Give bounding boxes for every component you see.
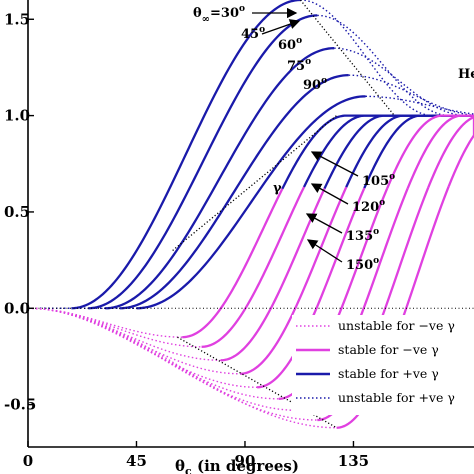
- theta-label-value-120: 120: [352, 200, 379, 215]
- magenta-stable-curve-45: [201, 186, 306, 348]
- theta-label-degree-105: o: [389, 172, 395, 182]
- theta-label-150: 150o: [346, 256, 379, 273]
- magenta-stable-curve-75: [240, 186, 348, 375]
- y-tick-label-1: 1.0: [4, 107, 30, 125]
- magenta-unstable-curve-90: [27, 307, 258, 388]
- blue-stable-curve-90: [136, 95, 366, 310]
- arrow-135: [305, 213, 343, 234]
- legend: unstable for −ve γ stable for −ve γ stable…: [292, 315, 474, 415]
- legend-label-3: unstable for +ve γ: [338, 390, 455, 405]
- x-axis-title-sub: c: [185, 465, 192, 474]
- arrow-150: [306, 239, 343, 263]
- legend-background: [292, 315, 474, 415]
- theta-inf-sub: ∞: [202, 14, 210, 25]
- stable-tail-curve-120: [406, 114, 474, 189]
- stability-boundaries: [172, 0, 395, 429]
- stable-tail-curve-30: [281, 114, 474, 190]
- stable-tail-curve-150: [447, 115, 474, 187]
- stable-tail-curve-75: [345, 114, 474, 188]
- blue-unstable-curve-45: [317, 14, 450, 117]
- theta-label-value-90: 90: [303, 78, 321, 93]
- theta-label-120: 120o: [352, 198, 385, 215]
- edge-text: He: [458, 67, 474, 82]
- gamma-marker: γ: [273, 181, 282, 196]
- y-tick-label-0: 1.5: [4, 10, 30, 28]
- stable-tail-curve-135: [427, 115, 474, 189]
- theta-label-value-105: 105: [362, 174, 389, 189]
- upper-boundary-line: [299, 0, 395, 117]
- theta-label-value-60: 60: [278, 38, 296, 53]
- magenta-unstable-curve-105: [27, 307, 279, 400]
- blue-unstable-curve-90: [365, 95, 474, 115]
- magenta-unstable-curve-120: [27, 307, 299, 412]
- theta-label-degree-75: o: [305, 57, 311, 67]
- magenta-unstable-curve-150: [27, 307, 337, 429]
- blue-unstable-curve-75: [348, 74, 474, 117]
- blue-stable-curve-30: [71, 0, 301, 310]
- magenta-unstable-curve-135: [27, 307, 318, 421]
- annotations-layer: θ∞=30o45o60o75o90o105o120o135o150oγHe: [193, 4, 474, 273]
- theta-label-value-135: 135: [346, 229, 373, 244]
- blue-stable-curve-45: [88, 14, 318, 310]
- legend-label-0: unstable for −ve γ: [338, 318, 455, 333]
- blue-unstable-curve-30: [300, 0, 434, 117]
- arrow-45: [261, 19, 301, 35]
- magenta-unstable-curve-30: [27, 307, 183, 338]
- stable-tail-curve-105: [386, 114, 474, 189]
- x-tick-label-90: 90: [235, 452, 256, 470]
- arrow-120: [310, 183, 349, 205]
- y-tick-label-2: 0.5: [4, 203, 30, 221]
- theta-label-60: 60o: [278, 36, 302, 53]
- x-axis-title: θc (in degrees): [175, 457, 299, 474]
- legend-label-1: stable for −ve γ: [338, 342, 439, 357]
- x-axis-title-rest: (in degrees): [192, 457, 299, 474]
- theta-inf-value: =30: [210, 6, 239, 21]
- theta-label-value-150: 150: [346, 258, 373, 273]
- theta-label-105: 105o: [362, 172, 395, 189]
- theta-label-degree-150: o: [373, 256, 379, 266]
- arrow-105: [310, 151, 359, 177]
- stable-tail-curve-45: [303, 114, 474, 188]
- theta-label-degree-120: o: [379, 198, 385, 208]
- theta-label-degree-45: o: [259, 25, 265, 35]
- blue-stable-curve-60: [105, 47, 335, 310]
- x-tick-label-135: 135: [338, 452, 369, 470]
- theta-inf-symbol: θ: [193, 6, 202, 21]
- x-tick-label-0: 0: [23, 452, 33, 470]
- middle-boundary-line: [172, 115, 337, 251]
- theta-label-degree-60: o: [296, 36, 302, 46]
- y-tick-label-4: -0.5: [4, 396, 36, 414]
- theta-label-degree-90: o: [321, 76, 327, 86]
- legend-label-2: stable for +ve γ: [338, 366, 439, 381]
- theta-label-75: 75o: [287, 57, 311, 74]
- x-axis-title-main: θ: [175, 457, 185, 474]
- blue-unstable-curve-60: [334, 47, 467, 117]
- magenta-stable-curve-60: [220, 188, 326, 362]
- theta-label-value-45: 45: [241, 27, 259, 42]
- magenta-unstable-curve-45: [27, 307, 202, 348]
- stable-tail-curve-60: [323, 114, 474, 190]
- magenta-stable-curve-30: [182, 188, 284, 339]
- theta-label-90: 90o: [303, 76, 327, 93]
- theta-label-value-75: 75: [287, 59, 305, 74]
- theta-label-45: 45o: [241, 25, 265, 42]
- theta-label-135: 135o: [346, 227, 379, 244]
- blue-stable-curve-75: [119, 73, 349, 310]
- theta-label-degree-135: o: [373, 227, 379, 237]
- x-tick-label-45: 45: [126, 452, 147, 470]
- theta-inf-label: θ∞=30o: [193, 4, 245, 25]
- y-tick-label-3: 0.0: [4, 299, 30, 317]
- theta-inf-degree: o: [239, 4, 245, 14]
- stable-tail-curve-90: [363, 114, 474, 189]
